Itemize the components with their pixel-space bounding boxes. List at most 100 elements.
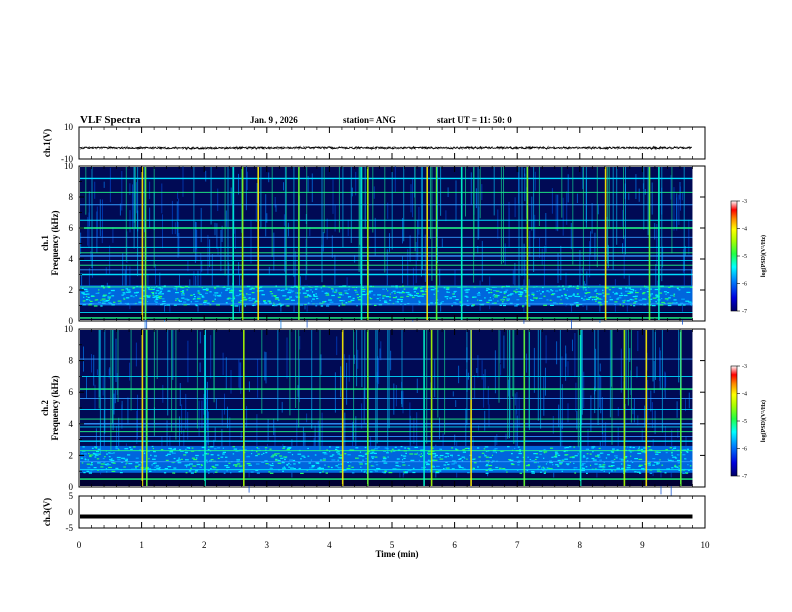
ch2-spec-noise-speck	[264, 447, 268, 449]
ch2-spec-noise-speck	[322, 457, 326, 460]
ch2-spec-noise-speck	[375, 470, 378, 472]
ch2-spec-noise-speck	[97, 448, 101, 450]
ch2-spec-noise-speck	[234, 464, 238, 466]
ch2-spec-texture	[344, 412, 346, 446]
ch1-spec-texture	[205, 170, 207, 182]
ch1-spec-noise-speck	[234, 305, 239, 307]
ch1-spec-texture	[102, 199, 103, 238]
ch2-spec-noise-speck	[561, 470, 563, 472]
ch2-spec-noise-speck	[581, 469, 585, 471]
ch1-spec-noise-speck	[357, 297, 360, 299]
ch2-spec-noise-speck	[291, 454, 294, 456]
ch2-spec-noise-speck	[94, 453, 98, 455]
ch2-spec-texture	[600, 375, 602, 414]
ch2-spec-noise-speck	[337, 459, 339, 461]
ch2-spec-noise-speck	[592, 451, 594, 453]
ch1-spec-noise-speck	[565, 297, 568, 299]
ch2-spec-noise-speck	[138, 464, 141, 466]
ch2-spec-faint-sferic	[680, 330, 682, 388]
ch2-colorbar-tick-label: -3	[742, 364, 747, 370]
ch1-spec-noise-speck	[345, 302, 348, 304]
ch1-spec-texture	[557, 194, 559, 232]
ch2-spec-noise-speck	[298, 462, 301, 464]
ch1-spec-texture	[545, 245, 547, 253]
ch1-spec-texture	[407, 249, 409, 287]
ch2-spec-texture	[143, 418, 145, 447]
ch1-spec-texture	[497, 209, 499, 239]
ch1-spec-noise-speck	[335, 289, 338, 291]
ch1-spec-faint-sferic	[625, 167, 626, 255]
ch2-spec-noise-speck	[627, 464, 629, 466]
ch1-spec-texture	[622, 243, 623, 254]
ch2-spec-sferic	[430, 330, 433, 486]
ch1-spec-texture	[280, 287, 282, 330]
ch1-spec-noise-speck	[101, 285, 104, 287]
ch1-spec-noise-speck	[502, 299, 505, 301]
ch2-spec-sferic	[341, 330, 344, 486]
ch2-spec-noise-speck	[488, 468, 492, 470]
ch1-spec-texture	[589, 241, 591, 278]
ch2-spec-noise-speck	[355, 457, 359, 459]
ch2-spec-noise-speck	[207, 449, 210, 451]
ch1-spec-noise-speck	[239, 293, 241, 295]
ch2-spec-texture	[413, 418, 415, 444]
ch1-spec-noise-speck	[542, 286, 544, 289]
ch2-spec-noise-speck	[106, 463, 109, 465]
ch1-spec-ytick-label: 6	[69, 223, 74, 233]
ch2-spec-noise-speck	[146, 467, 149, 469]
ch2-spec-texture	[137, 394, 138, 440]
ch1-spec-texture	[132, 184, 133, 229]
ch1-spec-noise-speck	[501, 287, 503, 289]
ch1-spec-noise-speck	[563, 288, 565, 290]
ch1-spec-noise-speck	[193, 293, 195, 296]
ch1-spec-noise-speck	[382, 295, 386, 297]
ch2-spec-noise-speck	[516, 456, 519, 458]
ch1-spec-texture	[524, 168, 526, 177]
ch1-spec-noise-speck	[341, 302, 343, 304]
ch1-spec-noise-speck	[413, 288, 417, 290]
ch2-spec-noise-speck	[265, 449, 267, 451]
ch2-spec-noise-speck	[217, 454, 220, 456]
ch1-spec-noise-speck	[254, 301, 256, 303]
date-label: Jan. 9 , 2026	[250, 115, 298, 125]
ch2-spec-noise-speck	[371, 451, 375, 453]
ch1-spec-noise-speck	[230, 288, 232, 290]
ch2-spec-texture	[590, 395, 592, 432]
ch1-spec-noise-speck	[377, 294, 382, 296]
ch1-spec-noise-speck	[396, 291, 400, 293]
ch1-spec-noise-speck	[369, 290, 373, 292]
ch2-spec-texture	[299, 336, 301, 350]
ch2-spec-texture	[526, 353, 527, 373]
ch2-spec-noise-speck	[186, 464, 190, 466]
ch2-spec-noise-speck	[277, 459, 281, 462]
ch1-spec-noise-speck	[506, 285, 510, 287]
ch2-spec-faint-sferic	[167, 330, 169, 416]
ch2-spec-noise-speck	[531, 470, 535, 473]
ch2-spec-noise-speck	[614, 455, 618, 457]
ch2-spec-noise-speck	[214, 471, 218, 473]
ch1-spec-noise-speck	[391, 292, 393, 294]
ch1-spec-noise-speck	[418, 295, 422, 297]
ch2-spec-noise-speck	[529, 459, 532, 461]
ch1-spec-noise-speck	[347, 301, 352, 303]
ch2-spec-texture	[306, 413, 308, 423]
ch1-spec-noise-speck	[355, 291, 358, 293]
ch1-spec-texture	[355, 171, 357, 196]
ch1-spec-texture	[326, 218, 328, 240]
ch2-spec-noise-speck	[405, 452, 407, 454]
ch1-spec-noise-speck	[95, 299, 99, 301]
ch2-spec-noise-speck	[87, 459, 89, 461]
ch2-spec-texture	[378, 358, 380, 385]
ch2-spec-noise-speck	[586, 472, 588, 474]
ch1-spec-noise-speck	[117, 300, 122, 302]
ch1-spec-noise-speck	[287, 292, 292, 294]
ch1-spec-noise-speck	[338, 305, 341, 307]
ch1-spec-noise-speck	[181, 286, 185, 289]
ch1-spec-noise-speck	[152, 296, 156, 298]
ch2-spec-noise-speck	[388, 472, 393, 474]
ch2-spec-texture	[348, 354, 350, 382]
ch1-spec-noise-speck	[505, 289, 509, 291]
ch2-spec-noise-speck	[89, 454, 94, 456]
ch1-spec-noise-speck	[267, 300, 271, 302]
ch2-spec-faint-sferic	[112, 330, 113, 424]
